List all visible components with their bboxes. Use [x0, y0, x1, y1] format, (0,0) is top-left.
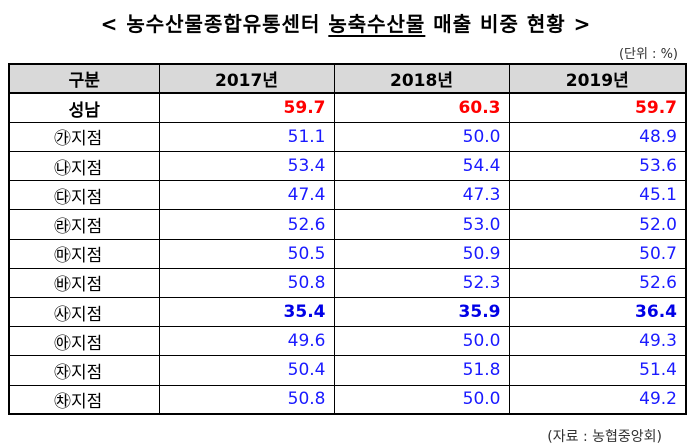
value-cell: 50.0 [333, 326, 510, 357]
value-cell: 50.8 [158, 267, 335, 299]
table-row: 성남 59.7 60.3 59.7 [8, 92, 687, 123]
header-row: 구분 2017년 2018년 2019년 [8, 63, 687, 95]
value-cell: 53.0 [333, 209, 510, 240]
table-row: ㉳지점 50.8 52.3 52.6 [8, 267, 687, 299]
page-title: < 농수산물종합유통센터 농축수산물 매출 비중 현황 > [0, 8, 692, 37]
row-label: ㉴지점 [8, 296, 160, 328]
table-row: ㉶지점 50.4 51.8 51.4 [8, 355, 687, 386]
title-suffix: > [565, 12, 592, 36]
header-category: 구분 [8, 63, 160, 95]
row-label: ㉶지점 [8, 355, 160, 386]
value-cell: 47.3 [333, 180, 510, 211]
table-row: ㉷지점 50.8 50.0 49.2 [8, 384, 687, 415]
value-cell: 50.4 [158, 355, 335, 386]
value-cell: 52.0 [508, 209, 687, 240]
row-label: ㉯지점 [8, 151, 160, 182]
row-label: 성남 [8, 92, 160, 123]
value-cell: 52.3 [333, 267, 510, 299]
value-cell: 50.5 [158, 238, 335, 269]
title-rest: 매출 비중 현황 [425, 12, 566, 36]
row-label: ㉵지점 [8, 326, 160, 357]
header-2018: 2018년 [333, 63, 510, 95]
table-row: ㉵지점 49.6 50.0 49.3 [8, 326, 687, 357]
value-cell: 53.6 [508, 151, 687, 182]
table-row: ㉴지점 35.4 35.9 36.4 [8, 296, 687, 328]
header-2019: 2019년 [508, 63, 687, 95]
title-prefix: < [100, 12, 127, 36]
title-main: 농수산물종합유통센터 [126, 12, 321, 36]
value-cell: 45.1 [508, 180, 687, 211]
value-cell: 35.4 [158, 296, 335, 328]
sales-share-table: 구분 2017년 2018년 2019년 성남 59.7 60.3 59.7 ㉮지점 51… [8, 63, 687, 416]
value-cell: 50.7 [508, 238, 687, 269]
value-cell: 35.9 [333, 296, 510, 328]
value-cell: 50.9 [333, 238, 510, 269]
title-highlight: 농축수산물 [328, 12, 426, 36]
value-cell: 49.2 [508, 384, 687, 415]
value-cell: 59.7 [158, 92, 335, 123]
value-cell: 36.4 [508, 296, 687, 328]
value-cell: 52.6 [158, 209, 335, 240]
value-cell: 52.6 [508, 267, 687, 299]
table-body: 성남 59.7 60.3 59.7 ㉮지점 51.1 50.0 48.9 ㉯지점 53.4 54.4… [8, 92, 687, 415]
value-cell: 53.4 [158, 151, 335, 182]
unit-label: (단위 : %) [618, 47, 678, 62]
value-cell: 49.3 [508, 326, 687, 357]
row-label: ㉰지점 [8, 180, 160, 211]
value-cell: 49.6 [158, 326, 335, 357]
value-cell: 48.9 [508, 121, 687, 153]
row-label: ㉮지점 [8, 121, 160, 153]
value-cell: 50.0 [333, 384, 510, 415]
table-row: ㉲지점 50.5 50.9 50.7 [8, 238, 687, 269]
value-cell: 60.3 [333, 92, 510, 123]
value-cell: 47.4 [158, 180, 335, 211]
table-row: ㉮지점 51.1 50.0 48.9 [8, 121, 687, 153]
value-cell: 50.0 [333, 121, 510, 153]
value-cell: 50.8 [158, 384, 335, 415]
table-row: ㉱지점 52.6 53.0 52.0 [8, 209, 687, 240]
value-cell: 51.4 [508, 355, 687, 386]
row-label: ㉳지점 [8, 267, 160, 299]
value-cell: 51.1 [158, 121, 335, 153]
value-cell: 51.8 [333, 355, 510, 386]
header-2017: 2017년 [158, 63, 335, 95]
row-label: ㉲지점 [8, 238, 160, 269]
source-note: (자료 : 농협중앙회) [547, 429, 662, 445]
value-cell: 59.7 [508, 92, 687, 123]
table-row: ㉰지점 47.4 47.3 45.1 [8, 180, 687, 211]
row-label: ㉱지점 [8, 209, 160, 240]
table-row: ㉯지점 53.4 54.4 53.6 [8, 151, 687, 182]
row-label: ㉷지점 [8, 384, 160, 415]
value-cell: 54.4 [333, 151, 510, 182]
